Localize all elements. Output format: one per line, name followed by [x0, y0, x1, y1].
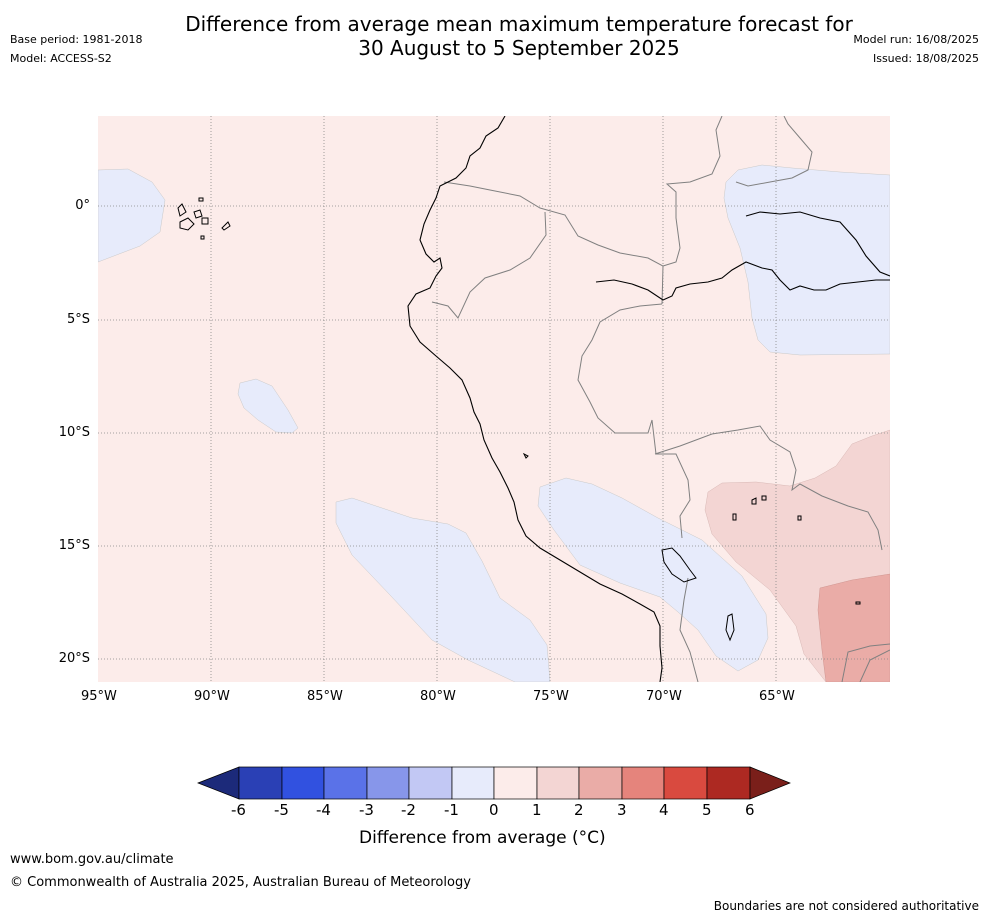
country-borders	[431, 116, 890, 682]
colorbar-tick: -6	[231, 801, 246, 819]
lon-label-85w: 85°W	[307, 689, 343, 704]
gridlines	[98, 116, 890, 682]
colorbar-tick: -2	[401, 801, 416, 819]
lat-label-5s: 5°S	[66, 312, 90, 327]
colorbar-tick: 6	[745, 801, 755, 819]
title-line-1: Difference from average mean maximum tem…	[185, 12, 853, 36]
colorbar-tick: 4	[659, 801, 669, 819]
coastline	[407, 116, 890, 682]
title-line-2: 30 August to 5 September 2025	[358, 36, 680, 60]
warm-zone-paraguay	[817, 573, 890, 682]
base-period: Base period: 1981-2018	[10, 33, 143, 46]
lon-label-70w: 70°W	[646, 689, 682, 704]
model-name: Model: ACCESS-S2	[10, 52, 112, 65]
lake-titicaca	[522, 452, 861, 642]
website-link[interactable]: www.bom.gov.au/climate	[10, 852, 174, 867]
lon-label-90w: 90°W	[194, 689, 230, 704]
copyright-notice: © Commonwealth of Australia 2025, Austra…	[10, 875, 471, 890]
colorbar-tick: 2	[574, 801, 584, 819]
colorbar-tick: 1	[532, 801, 542, 819]
colorbar-label: Difference from average (°C)	[359, 828, 606, 848]
colorbar-tick: -1	[444, 801, 459, 819]
colorbar-tick: 3	[617, 801, 627, 819]
lon-label-75w: 75°W	[533, 689, 569, 704]
map-area	[98, 116, 890, 682]
lon-label-65w: 65°W	[759, 689, 795, 704]
model-run: Model run: 16/08/2025	[853, 33, 979, 46]
cool-zone-southwest	[335, 497, 551, 682]
chart-title: Difference from average mean maximum tem…	[0, 12, 988, 60]
colorbar-tick: -3	[359, 801, 374, 819]
colorbar-extend-low	[197, 766, 240, 800]
lon-label-80w: 80°W	[420, 689, 456, 704]
colorbar	[197, 766, 791, 800]
galapagos-islands	[177, 197, 231, 240]
colorbar-tick: -5	[274, 801, 289, 819]
lat-label-10s: 10°S	[58, 425, 90, 440]
colorbar-tick: 0	[489, 801, 499, 819]
lat-label-20s: 20°S	[58, 651, 90, 666]
lat-label-15s: 15°S	[58, 538, 90, 553]
cool-zone-small	[237, 378, 299, 434]
lon-label-95w: 95°W	[81, 689, 117, 704]
issued-date: Issued: 18/08/2025	[872, 52, 979, 65]
colorbar-tick: -4	[316, 801, 331, 819]
lat-label-0: 0°	[75, 198, 90, 213]
cool-zone-altiplano	[537, 477, 769, 672]
cool-zone-west	[98, 168, 166, 263]
boundaries-disclaimer: Boundaries are not considered authoritat…	[713, 899, 979, 913]
colorbar-extend-high	[749, 766, 791, 800]
colorbar-tick: 5	[702, 801, 712, 819]
